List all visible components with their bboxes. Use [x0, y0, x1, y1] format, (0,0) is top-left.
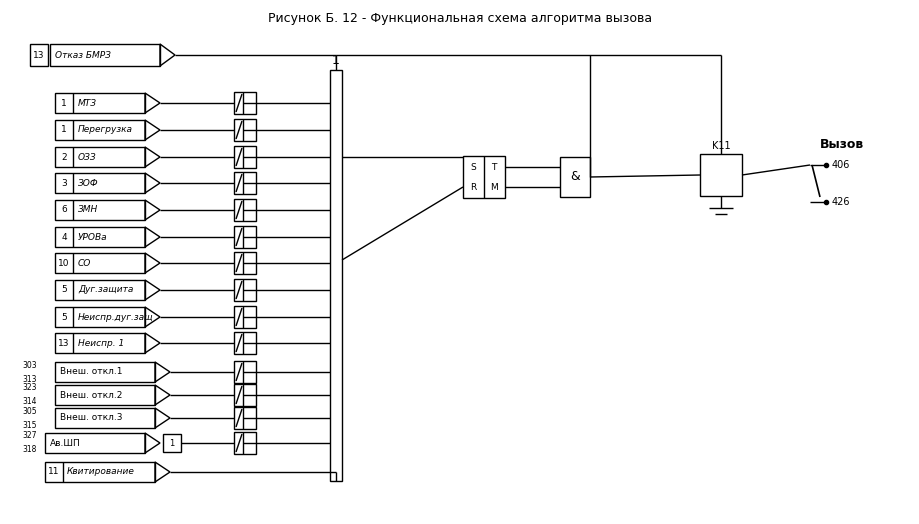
Text: ЗМН: ЗМН — [78, 205, 98, 214]
Bar — [233, 361, 255, 383]
Text: 1: 1 — [332, 53, 339, 67]
Bar — [233, 119, 255, 141]
Bar — [55, 93, 145, 113]
Bar — [233, 306, 255, 328]
Text: 426: 426 — [831, 197, 849, 207]
Bar — [233, 332, 255, 354]
Text: 4: 4 — [62, 233, 67, 242]
Text: 305: 305 — [23, 407, 38, 416]
Bar — [233, 279, 255, 301]
Text: СО: СО — [78, 258, 91, 267]
Bar — [330, 70, 342, 481]
Bar — [233, 226, 255, 248]
Bar — [45, 433, 145, 453]
Text: Рисунок Б. 12 - Функциональная схема алгоритма вызова: Рисунок Б. 12 - Функциональная схема алг… — [267, 12, 652, 25]
Text: 3: 3 — [61, 179, 67, 188]
Text: K11: K11 — [711, 141, 730, 151]
Text: Внеш. откл.3: Внеш. откл.3 — [60, 413, 122, 422]
Text: 315: 315 — [23, 420, 37, 430]
Text: M: M — [490, 182, 497, 191]
Text: 5: 5 — [61, 312, 67, 322]
Bar — [55, 385, 154, 405]
Bar — [233, 384, 255, 406]
Bar — [45, 462, 154, 482]
Text: 1: 1 — [61, 99, 67, 107]
Bar — [55, 362, 154, 382]
Text: 5: 5 — [61, 286, 67, 294]
Text: Дуг.защита: Дуг.защита — [78, 286, 133, 294]
Bar — [233, 252, 255, 274]
Bar — [50, 44, 160, 66]
Bar — [55, 120, 145, 140]
Text: 11: 11 — [48, 467, 60, 476]
Text: S: S — [470, 162, 475, 171]
Bar — [233, 432, 255, 454]
Text: 10: 10 — [58, 258, 70, 267]
Text: Неиспр. 1: Неиспр. 1 — [78, 339, 124, 347]
Bar — [233, 407, 255, 429]
Bar — [699, 154, 742, 196]
Bar — [163, 434, 181, 452]
Text: 2: 2 — [62, 152, 67, 161]
Bar — [55, 227, 145, 247]
Bar — [55, 147, 145, 167]
Bar — [462, 156, 505, 198]
Text: Квитирование: Квитирование — [67, 467, 135, 476]
Text: 406: 406 — [831, 160, 849, 170]
Text: ОЗЗ: ОЗЗ — [78, 152, 96, 161]
Text: Отказ БМРЗ: Отказ БМРЗ — [55, 50, 111, 60]
Text: 303: 303 — [23, 361, 38, 369]
Text: Внеш. откл.2: Внеш. откл.2 — [60, 390, 122, 399]
Text: УРОВа: УРОВа — [78, 233, 108, 242]
Text: 327: 327 — [23, 431, 37, 441]
Bar — [55, 333, 145, 353]
Bar — [55, 280, 145, 300]
Bar — [55, 253, 145, 273]
Bar — [233, 92, 255, 114]
Text: Ав.ШП: Ав.ШП — [50, 439, 81, 447]
Text: Внеш. откл.1: Внеш. откл.1 — [60, 367, 122, 377]
Bar — [55, 408, 154, 428]
Text: &: & — [570, 170, 579, 183]
Text: 313: 313 — [23, 375, 37, 384]
Bar — [233, 172, 255, 194]
Text: 13: 13 — [33, 50, 45, 60]
Text: 314: 314 — [23, 398, 37, 407]
Text: T: T — [491, 162, 496, 171]
Text: 1: 1 — [169, 439, 175, 447]
Text: 13: 13 — [58, 339, 70, 347]
Bar — [55, 173, 145, 193]
Bar — [55, 200, 145, 220]
Text: 1: 1 — [61, 126, 67, 135]
Text: R: R — [470, 182, 476, 191]
Text: Вызов: Вызов — [819, 138, 863, 151]
Text: Неиспр.дуг.защ: Неиспр.дуг.защ — [78, 312, 153, 322]
Text: 318: 318 — [23, 445, 37, 454]
Bar — [560, 157, 589, 197]
Bar — [233, 199, 255, 221]
Text: Перегрузка: Перегрузка — [78, 126, 133, 135]
Text: 6: 6 — [61, 205, 67, 214]
Bar — [30, 44, 48, 66]
Bar — [233, 146, 255, 168]
Text: МТЗ: МТЗ — [78, 99, 96, 107]
Text: ЗОФ: ЗОФ — [78, 179, 98, 188]
Text: 323: 323 — [23, 384, 37, 392]
Bar — [55, 307, 145, 327]
